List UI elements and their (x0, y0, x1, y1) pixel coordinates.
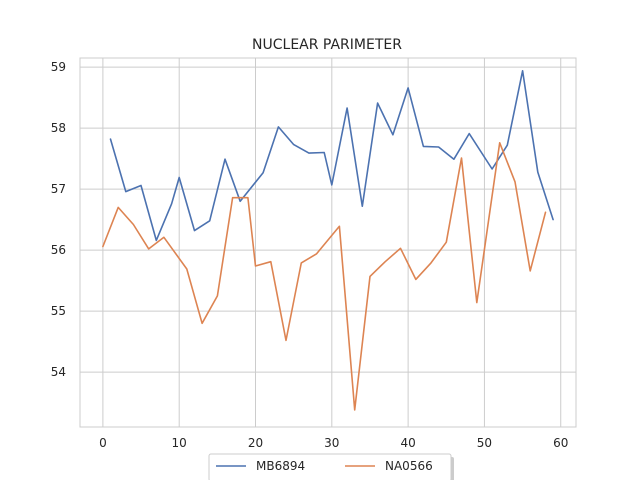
plot-frame (79, 57, 577, 428)
series-line-mb6894 (109, 70, 554, 242)
x-tick-label: 50 (477, 436, 492, 450)
chart-title: NUCLEAR PARIMETER (252, 37, 402, 53)
x-tick-label: 0 (99, 436, 107, 450)
y-tick-label: 57 (51, 182, 66, 196)
series-layer (102, 70, 554, 411)
legend-box (208, 453, 452, 480)
y-tick-label: 56 (51, 243, 66, 257)
x-tick-label: 40 (400, 436, 415, 450)
legend-label: MB6894 (256, 459, 305, 473)
x-tick-label: 20 (248, 436, 263, 450)
y-tick-label: 54 (51, 365, 66, 379)
x-tick-label: 30 (324, 436, 339, 450)
y-tick-label: 59 (51, 60, 66, 74)
y-tick-label: 58 (51, 121, 66, 135)
x-tick-label: 60 (553, 436, 568, 450)
legend-label: NA0566 (385, 459, 433, 473)
x-tick-label: 10 (172, 436, 187, 450)
grid (80, 58, 576, 427)
x-axis: 0 10 20 30 40 50 60 (99, 436, 568, 450)
y-axis: 54 55 56 57 58 59 (51, 60, 66, 379)
y-tick-label: 55 (51, 304, 66, 318)
legend: MB6894 NA0566 (208, 453, 454, 480)
series-line-na0566 (102, 142, 547, 411)
